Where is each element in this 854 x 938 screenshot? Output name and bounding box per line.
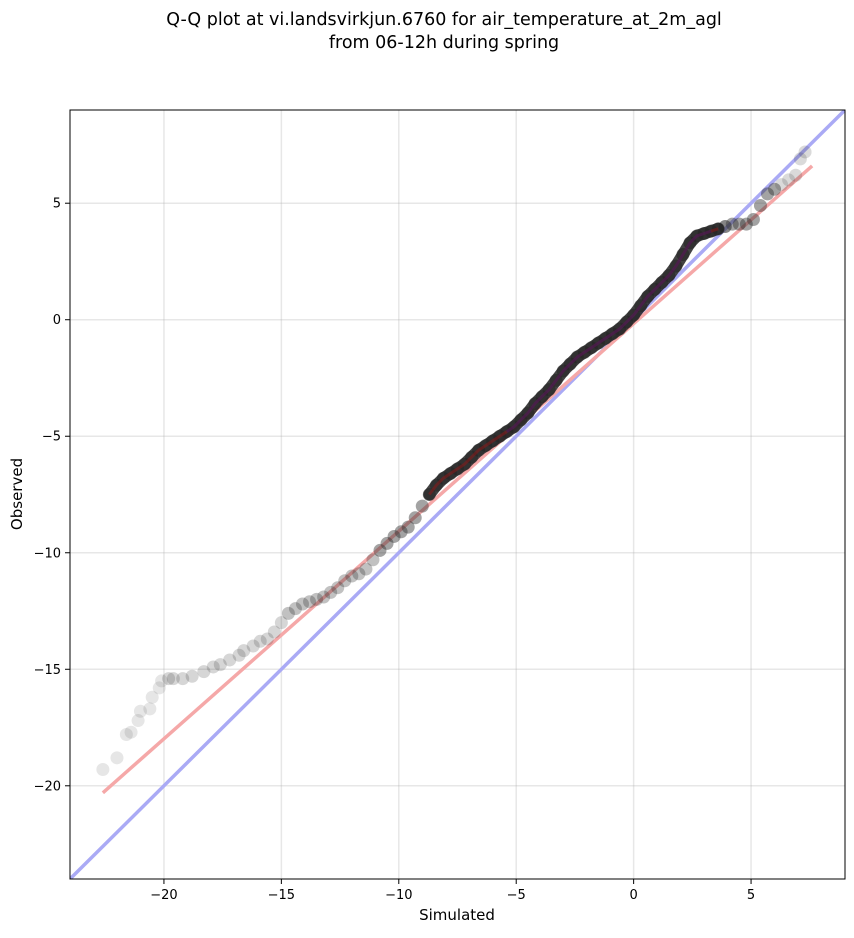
identity-line	[70, 110, 845, 879]
y-tick-label: −5	[42, 430, 61, 445]
x-axis-label: Simulated	[419, 906, 495, 924]
quantile-point	[162, 672, 176, 686]
quantile-point	[739, 217, 753, 231]
quantile-point	[408, 511, 422, 525]
quantile-point	[338, 574, 352, 588]
quantile-point	[324, 585, 338, 599]
quantile-point	[124, 725, 138, 739]
y-tick-label: −20	[34, 779, 61, 794]
quantile-point	[145, 690, 159, 704]
quantile-point	[394, 525, 408, 539]
quantile-point	[176, 672, 190, 686]
quantile-point	[197, 665, 211, 679]
x-tick-label: 5	[747, 888, 755, 903]
plot-frame	[69, 109, 846, 880]
x-tick-label: −20	[150, 888, 177, 903]
y-axis-label: Observed	[8, 458, 26, 530]
quantile-point	[331, 581, 345, 595]
axis-ticks: −20 −15 −10 −5 0 5 −20 −15 −10 −5 0 5	[34, 197, 756, 903]
quantile-point	[317, 590, 331, 604]
x-tick-label: −15	[268, 888, 295, 903]
quantile-point	[260, 632, 274, 646]
quantile-point	[155, 674, 169, 688]
fit-line-dense-segment	[428, 227, 719, 496]
identity-line-dense-segment	[505, 229, 712, 433]
quantile-point	[274, 616, 288, 630]
quantile-point	[213, 658, 227, 672]
quantile-point	[359, 562, 373, 576]
quantile-point	[789, 168, 803, 182]
quantile-point	[725, 217, 739, 231]
quantile-point	[761, 187, 774, 201]
y-tick-label: 5	[53, 197, 61, 212]
fit-line	[101, 164, 814, 795]
quantile-point	[253, 634, 267, 648]
quantile-point	[387, 529, 401, 543]
y-tick-label: −10	[34, 546, 61, 561]
quantile-point	[303, 595, 317, 609]
y-tick-label: −15	[34, 663, 61, 678]
quantile-point	[223, 653, 237, 667]
quantile-point	[373, 543, 387, 557]
quantile-point	[281, 606, 295, 620]
x-tick-label: −10	[385, 888, 412, 903]
quantile-point	[310, 592, 324, 606]
quantile-point	[185, 669, 199, 683]
quantile-point	[782, 173, 796, 187]
grid	[70, 110, 845, 879]
quantile-point	[415, 499, 429, 513]
quantile-point	[401, 520, 415, 534]
y-tick-label: 0	[53, 313, 61, 328]
quantile-point	[143, 702, 157, 716]
plot-area	[70, 110, 845, 879]
quantile-point	[119, 728, 133, 742]
quantile-point	[237, 644, 251, 658]
quantile-point	[753, 199, 767, 213]
quantile-point	[246, 639, 260, 653]
chart-title-line-1: Q-Q plot at vi.landsvirkjun.6760 for air…	[166, 10, 722, 30]
quantile-point	[96, 762, 110, 776]
quantile-point	[152, 681, 166, 695]
x-tick-label: 0	[629, 888, 637, 903]
quantile-point	[131, 714, 145, 728]
quantile-point	[166, 672, 180, 686]
quantile-point	[345, 569, 359, 583]
x-tick-label: −5	[507, 888, 526, 903]
quantile-point	[267, 625, 281, 639]
quantile-point	[206, 660, 220, 674]
quantile-point	[732, 217, 746, 231]
quantile-point	[768, 182, 782, 196]
quantile-point	[110, 751, 124, 765]
quantile-point	[746, 213, 760, 227]
quantile-point	[288, 602, 302, 616]
quantile-point	[366, 553, 380, 567]
quantile-point	[352, 567, 366, 581]
quantile-point	[232, 648, 246, 662]
chart-title-line-2: from 06-12h during spring	[329, 33, 559, 53]
quantile-point	[775, 178, 789, 192]
quantile-point	[798, 145, 812, 159]
quantile-point	[380, 536, 394, 550]
quantile-point	[133, 704, 147, 718]
quantile-point	[296, 597, 309, 611]
quantile-point	[793, 152, 807, 166]
